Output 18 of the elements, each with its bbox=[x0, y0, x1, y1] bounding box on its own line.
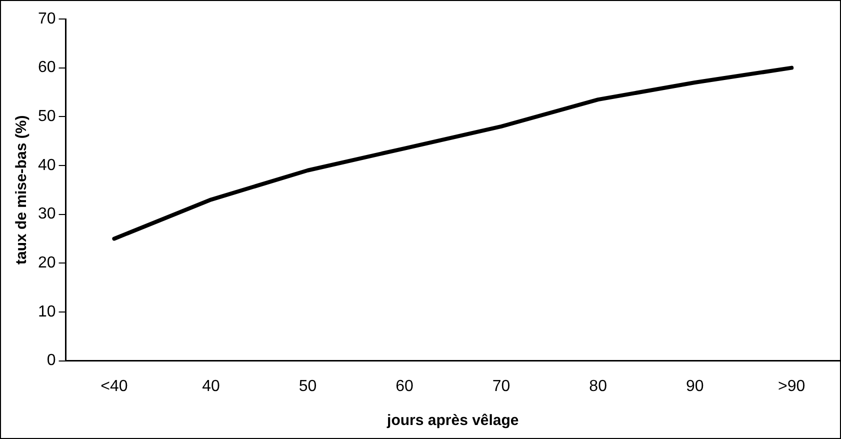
y-tick-label: 10 bbox=[38, 303, 56, 320]
x-tick-label: 60 bbox=[396, 378, 414, 395]
x-axis-title: jours après vêlage bbox=[386, 412, 519, 430]
x-tick-label: 40 bbox=[202, 378, 220, 395]
x-tick-label: 50 bbox=[298, 378, 317, 395]
x-tick-label: 90 bbox=[686, 378, 704, 395]
y-axis-title: taux de mise-bas (%) bbox=[13, 115, 30, 265]
y-tick-label: 30 bbox=[38, 206, 56, 223]
y-tick-label: 70 bbox=[38, 10, 56, 28]
y-tick-label: 40 bbox=[38, 156, 56, 174]
y-tick-label: 0 bbox=[46, 352, 56, 370]
y-tick-label: 20 bbox=[38, 254, 56, 272]
y-tick-label: 60 bbox=[38, 59, 56, 76]
x-tick-label: <40 bbox=[100, 378, 128, 395]
x-tick-label: 80 bbox=[589, 378, 608, 395]
x-tick-label: >90 bbox=[778, 378, 806, 395]
y-tick-label: 50 bbox=[38, 108, 56, 126]
x-tick-label: 70 bbox=[492, 378, 510, 395]
